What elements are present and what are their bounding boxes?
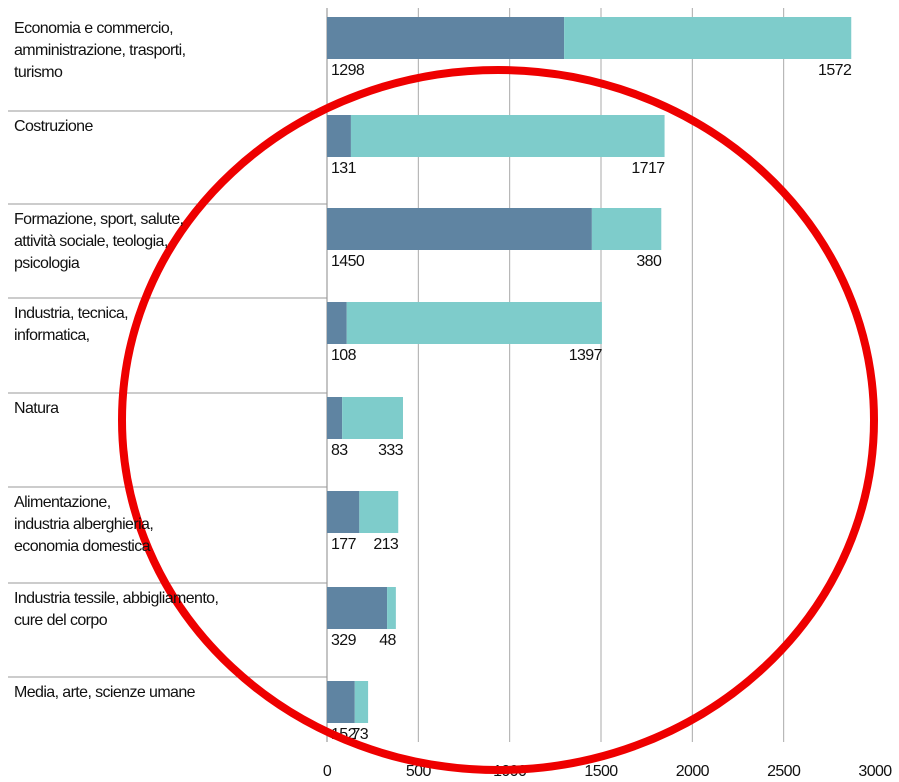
value-label: 380 — [636, 253, 662, 270]
category-label: Economia e commercio, amministrazione, t… — [14, 20, 186, 81]
bar-segment — [359, 491, 399, 533]
category-label: Formazione, sport, salute, attività soci… — [14, 211, 184, 272]
value-label: 213 — [373, 536, 399, 553]
x-tick-label: 2000 — [676, 763, 710, 780]
category-label: Costruzione — [14, 118, 93, 135]
category-label: Alimentazione, industria alberghieria, e… — [14, 494, 154, 555]
bar-segment — [346, 302, 602, 344]
bar-segment — [327, 587, 388, 629]
value-label: 1572 — [818, 62, 852, 79]
value-label: 333 — [378, 442, 404, 459]
category-label: Media, arte, scienze umane — [14, 684, 196, 701]
bar-segment — [591, 208, 662, 250]
bar-segment — [327, 491, 360, 533]
bar-segment — [350, 115, 665, 157]
x-tick-label: 500 — [406, 763, 432, 780]
value-label: 108 — [331, 347, 357, 364]
value-label: 83 — [331, 442, 348, 459]
value-label: 329 — [331, 632, 357, 649]
x-tick-label: 1500 — [584, 763, 618, 780]
x-tick-label: 2500 — [767, 763, 801, 780]
x-tick-label: 0 — [323, 763, 332, 780]
value-label: 1397 — [569, 347, 603, 364]
value-label: 1717 — [631, 160, 665, 177]
category-label: Industria, tecnica, informatica, — [14, 305, 129, 344]
value-label: 131 — [331, 160, 357, 177]
bar-segment — [327, 397, 343, 439]
bar-segment — [327, 17, 565, 59]
x-tick-label: 1000 — [493, 763, 527, 780]
category-label: Natura — [14, 400, 59, 417]
value-label: 73 — [351, 726, 368, 743]
bar-segment — [354, 681, 369, 723]
bar-segment — [327, 302, 347, 344]
bar-segment — [327, 208, 592, 250]
value-label: 177 — [331, 536, 357, 553]
bar-segment — [564, 17, 852, 59]
bar-segment — [327, 115, 351, 157]
value-label: 48 — [379, 632, 396, 649]
value-label: 1298 — [331, 62, 365, 79]
bar-segment — [387, 587, 396, 629]
bar-segment — [327, 681, 355, 723]
bar-segment — [342, 397, 403, 439]
x-tick-label: 3000 — [858, 763, 892, 780]
value-label: 1450 — [331, 253, 365, 270]
category-label: Industria tessile, abbigliamento, cure d… — [14, 590, 219, 629]
